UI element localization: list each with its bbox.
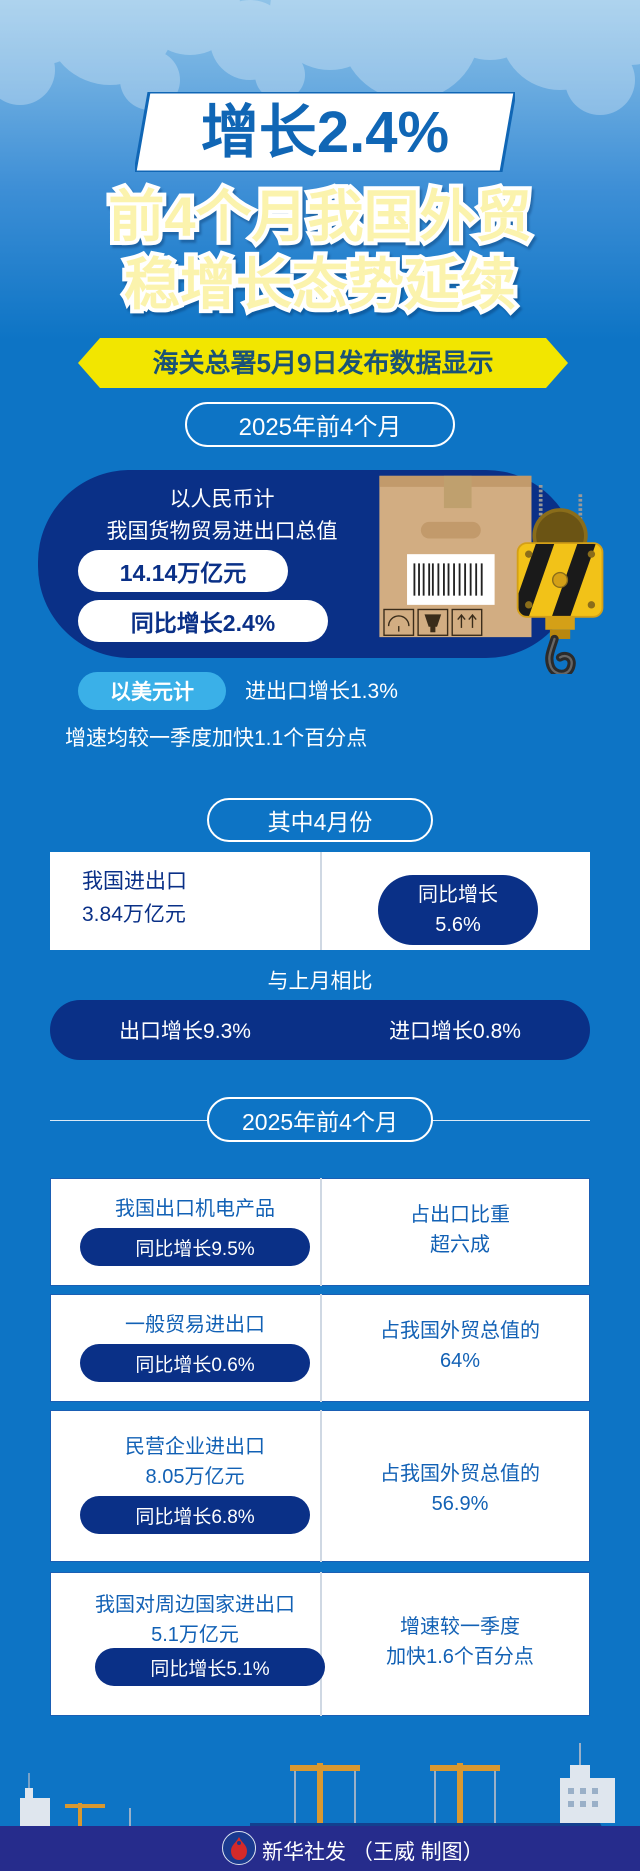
svg-text:增长2.4%: 增长2.4% xyxy=(201,100,449,165)
svg-text:前4个月我国外贸: 前4个月我国外贸 xyxy=(108,185,531,248)
svg-text:海关总署5月9日发布数据显示: 海关总署5月9日发布数据显示 xyxy=(153,348,494,378)
svg-text:稳增长态势延续: 稳增长态势延续 xyxy=(124,253,516,316)
